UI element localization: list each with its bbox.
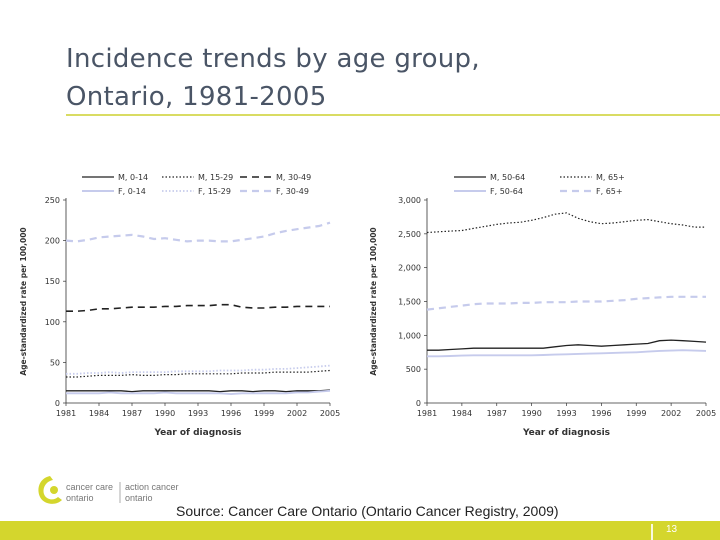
y-tick-label: 0 <box>55 399 60 408</box>
series-line-m-0-14 <box>66 389 331 393</box>
x-tick-label: 1981 <box>417 409 437 418</box>
series-line-m-15-29 <box>66 369 331 378</box>
logo-dot-icon <box>50 486 58 494</box>
x-tick-label: 1999 <box>254 409 274 418</box>
x-tick-label: 2005 <box>696 409 716 418</box>
x-tick-label: 1987 <box>122 409 142 418</box>
x-tick-label: 1984 <box>89 409 109 418</box>
legend-label: F, 15-29 <box>198 187 231 196</box>
series-line-f-50-64 <box>427 349 707 358</box>
x-tick-label: 1996 <box>591 409 611 418</box>
legend-label: M, 65+ <box>596 173 625 182</box>
logo-text-en-2: ontario <box>66 493 94 503</box>
logo-text-en-1: cancer care <box>66 482 113 492</box>
x-tick-label: 1984 <box>452 409 472 418</box>
legend-label: M, 50-64 <box>490 173 525 182</box>
footer-separator <box>651 524 653 540</box>
y-tick-label: 0 <box>416 399 421 408</box>
y-tick-label: 1,000 <box>398 331 421 340</box>
incidence-charts: 0 50 100 150 200 250 1981 1984 1987 1990 1993 1996 1… <box>19 173 716 438</box>
y-tick-label: 150 <box>45 277 60 286</box>
series-line-m-50-64 <box>427 339 707 351</box>
chart-younger-ages: 0 50 100 150 200 250 1981 1984 1987 1990 1993 1996 1… <box>19 173 340 438</box>
legend-label: M, 0-14 <box>118 173 148 182</box>
legend-label: F, 30-49 <box>276 187 309 196</box>
title-divider <box>66 114 720 116</box>
slide-title: Incidence trends by age group, Ontario, … <box>66 44 480 112</box>
x-tick-label: 1993 <box>556 409 576 418</box>
logo-text-fr-2: ontario <box>125 493 153 503</box>
chart-older-ages: 0 500 1,000 1,500 2,000 2,500 3,000 1981 1984 198… <box>369 173 716 438</box>
x-tick-label: 2002 <box>661 409 681 418</box>
legend-label: F, 65+ <box>596 187 623 196</box>
y-tick-label: 100 <box>45 318 60 327</box>
series-line-m-30-49 <box>66 303 330 312</box>
y-axis-label: Age-standardized rate per 100,000 <box>369 227 378 375</box>
y-tick-label: 1,500 <box>398 298 421 307</box>
series-line-f-30-49 <box>65 221 331 243</box>
x-axis-label: Year of diagnosis <box>522 428 610 438</box>
x-axis-label: Year of diagnosis <box>153 428 241 438</box>
series-line-f-65- <box>426 295 706 311</box>
x-tick-label: 1987 <box>487 409 507 418</box>
footer-bar <box>0 521 720 540</box>
cancer-care-ontario-logo: cancer care ontario action cancer ontari… <box>34 470 184 510</box>
y-tick-label: 500 <box>406 365 421 374</box>
logo-mark-icon <box>38 476 62 504</box>
y-tick-label: 2,500 <box>398 230 421 239</box>
x-tick-label: 1990 <box>155 409 175 418</box>
x-tick-label: 1990 <box>521 409 541 418</box>
x-tick-label: 2002 <box>287 409 307 418</box>
x-tick-label: 2005 <box>320 409 340 418</box>
x-tick-label: 1993 <box>188 409 208 418</box>
legend-label: M, 30-49 <box>276 173 311 182</box>
logo-text-fr-1: action cancer <box>125 482 179 492</box>
source-note: Source: Cancer Care Ontario (Ontario Can… <box>176 503 559 519</box>
x-tick-label: 1981 <box>56 409 76 418</box>
y-tick-label: 50 <box>50 358 60 367</box>
x-tick-label: 1996 <box>221 409 241 418</box>
series-line-m-65- <box>426 212 706 234</box>
series-line-f-0-14 <box>66 389 331 396</box>
legend-label: F, 50-64 <box>490 187 523 196</box>
legend-label: M, 15-29 <box>198 173 233 182</box>
x-tick-label: 1999 <box>626 409 646 418</box>
y-tick-label: 250 <box>45 196 60 205</box>
y-tick-label: 200 <box>45 237 60 246</box>
page-number: 13 <box>666 524 678 535</box>
legend-label: F, 0-14 <box>118 187 146 196</box>
y-tick-label: 2,000 <box>398 264 421 273</box>
y-tick-label: 3,000 <box>398 196 421 205</box>
y-axis-label: Age-standardized rate per 100,000 <box>19 227 28 375</box>
